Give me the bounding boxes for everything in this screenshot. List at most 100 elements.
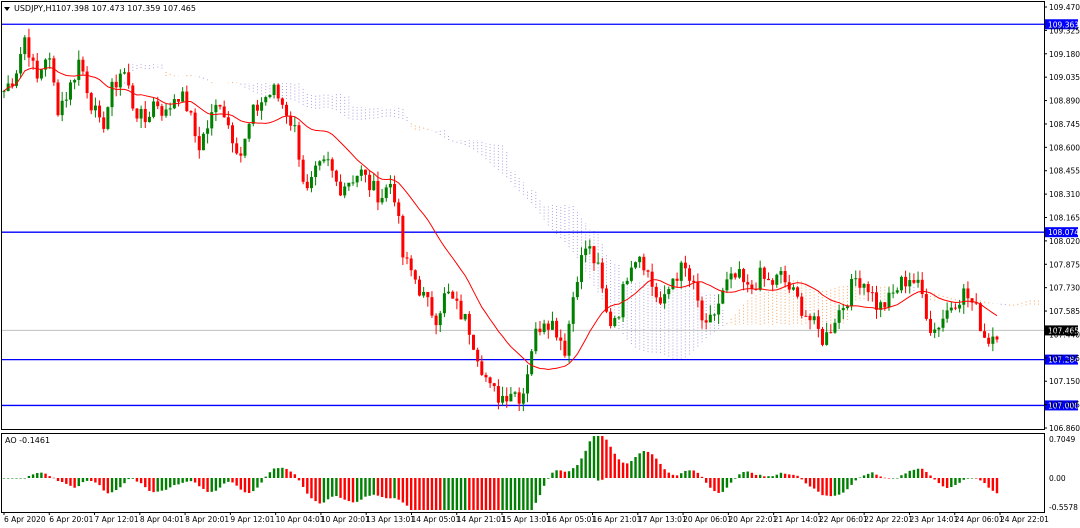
ao-bar <box>426 478 429 510</box>
ao-bar <box>326 478 330 500</box>
candle-body <box>505 395 509 402</box>
horizontal-lines[interactable]: 109.363 108.074 107.284 107.000 107.465 <box>2 19 1079 411</box>
ao-bar <box>434 478 438 510</box>
candle-body <box>729 273 733 280</box>
candle-body <box>841 308 845 311</box>
ao-bar <box>862 475 866 478</box>
ao-bar <box>933 478 936 480</box>
ao-bar <box>430 478 434 510</box>
ao-bar <box>11 478 14 479</box>
candle-body <box>933 329 937 333</box>
ao-bar <box>941 478 945 487</box>
ao-bar <box>505 478 508 510</box>
ao-bar <box>675 475 679 478</box>
candle-body <box>68 82 72 100</box>
candle-body <box>19 54 23 74</box>
symbol-header[interactable]: USDJPY,H1 107.398 107.473 107.359 107.46… <box>4 4 196 13</box>
ao-bar <box>555 470 558 478</box>
candle-body <box>413 270 417 280</box>
candle-body <box>712 314 716 316</box>
candle-body <box>206 128 210 134</box>
candle-body <box>455 298 459 301</box>
candle-body <box>106 107 110 129</box>
ao-bar <box>73 478 76 488</box>
ao-bar <box>650 454 654 478</box>
ao-bar <box>713 478 716 492</box>
candle-body <box>646 270 650 272</box>
candle-body <box>139 108 143 119</box>
ao-bar <box>156 478 159 492</box>
candle-body <box>81 59 85 72</box>
candle-body <box>272 84 276 95</box>
candle-body <box>201 133 205 151</box>
candle-body <box>181 91 185 102</box>
ichimoku-cloud <box>119 64 1040 360</box>
level-price-label: 108.074 <box>1048 228 1079 237</box>
candle-body <box>318 161 322 166</box>
candle-body <box>235 143 239 154</box>
candle-body <box>471 334 475 350</box>
candle-body <box>156 101 160 107</box>
ao-bar <box>850 478 853 485</box>
ao-bar <box>945 478 949 488</box>
ao-bar <box>476 478 479 510</box>
ao-bar <box>804 478 808 484</box>
candle-body <box>513 392 517 394</box>
ao-bar <box>758 474 762 478</box>
candle-body <box>708 314 712 323</box>
ao-bar <box>459 478 463 510</box>
ao-bar <box>721 478 724 492</box>
candle-body <box>239 153 243 156</box>
dropdown-triangle-icon[interactable] <box>4 7 10 11</box>
ao-bar <box>198 478 201 487</box>
candle-body <box>991 336 995 344</box>
candle-body <box>600 262 604 289</box>
candle-body <box>920 279 924 295</box>
ao-bar <box>401 478 405 503</box>
candle-body <box>160 106 164 116</box>
x-tick-label: 14 Apr 21:01 <box>457 515 506 524</box>
indicator-panel-frame <box>1 433 1045 513</box>
ao-bar <box>468 478 471 510</box>
ao-bar <box>31 474 35 478</box>
ao-bar <box>343 478 346 500</box>
ao-bar <box>854 478 857 481</box>
candle-body <box>555 320 559 338</box>
ao-bar <box>397 478 400 500</box>
candle-body <box>417 279 421 296</box>
candle-body <box>293 125 297 127</box>
ao-bar <box>44 473 47 478</box>
candle-body <box>667 289 671 295</box>
ao-bar <box>538 478 542 496</box>
ao-bar <box>380 478 384 498</box>
candle-body <box>634 262 638 268</box>
ao-bar <box>173 478 176 486</box>
ao-bar <box>692 470 695 478</box>
awesome-oscillator-histogram <box>2 436 999 510</box>
candle-body <box>222 106 226 118</box>
candle-body <box>93 105 97 111</box>
candle-body <box>929 318 933 333</box>
candle-body <box>422 291 426 296</box>
ao-bar <box>601 436 604 480</box>
ao-bar <box>875 474 878 478</box>
y-tick-label: 106.860 <box>1049 424 1080 433</box>
ao-bar <box>135 478 139 482</box>
ao-bar <box>621 462 625 478</box>
ao-bar <box>958 478 961 483</box>
candle-body <box>322 159 326 162</box>
candle-body <box>845 306 849 309</box>
candle-body <box>467 313 471 335</box>
price-axis[interactable]: 109.470 109.325 109.180 109.035 108.890 108.7… <box>1044 3 1080 433</box>
ao-bar <box>69 478 72 486</box>
ao-bar <box>704 478 708 483</box>
y-tick-label: 108.890 <box>1049 97 1080 106</box>
ao-bar <box>81 478 85 483</box>
candle-body <box>401 215 405 258</box>
ao-bar <box>139 478 143 484</box>
y-tick-label: 108.310 <box>1049 190 1080 199</box>
ao-bar <box>260 478 263 483</box>
candle-body <box>904 276 908 287</box>
ao-bar <box>484 478 488 510</box>
